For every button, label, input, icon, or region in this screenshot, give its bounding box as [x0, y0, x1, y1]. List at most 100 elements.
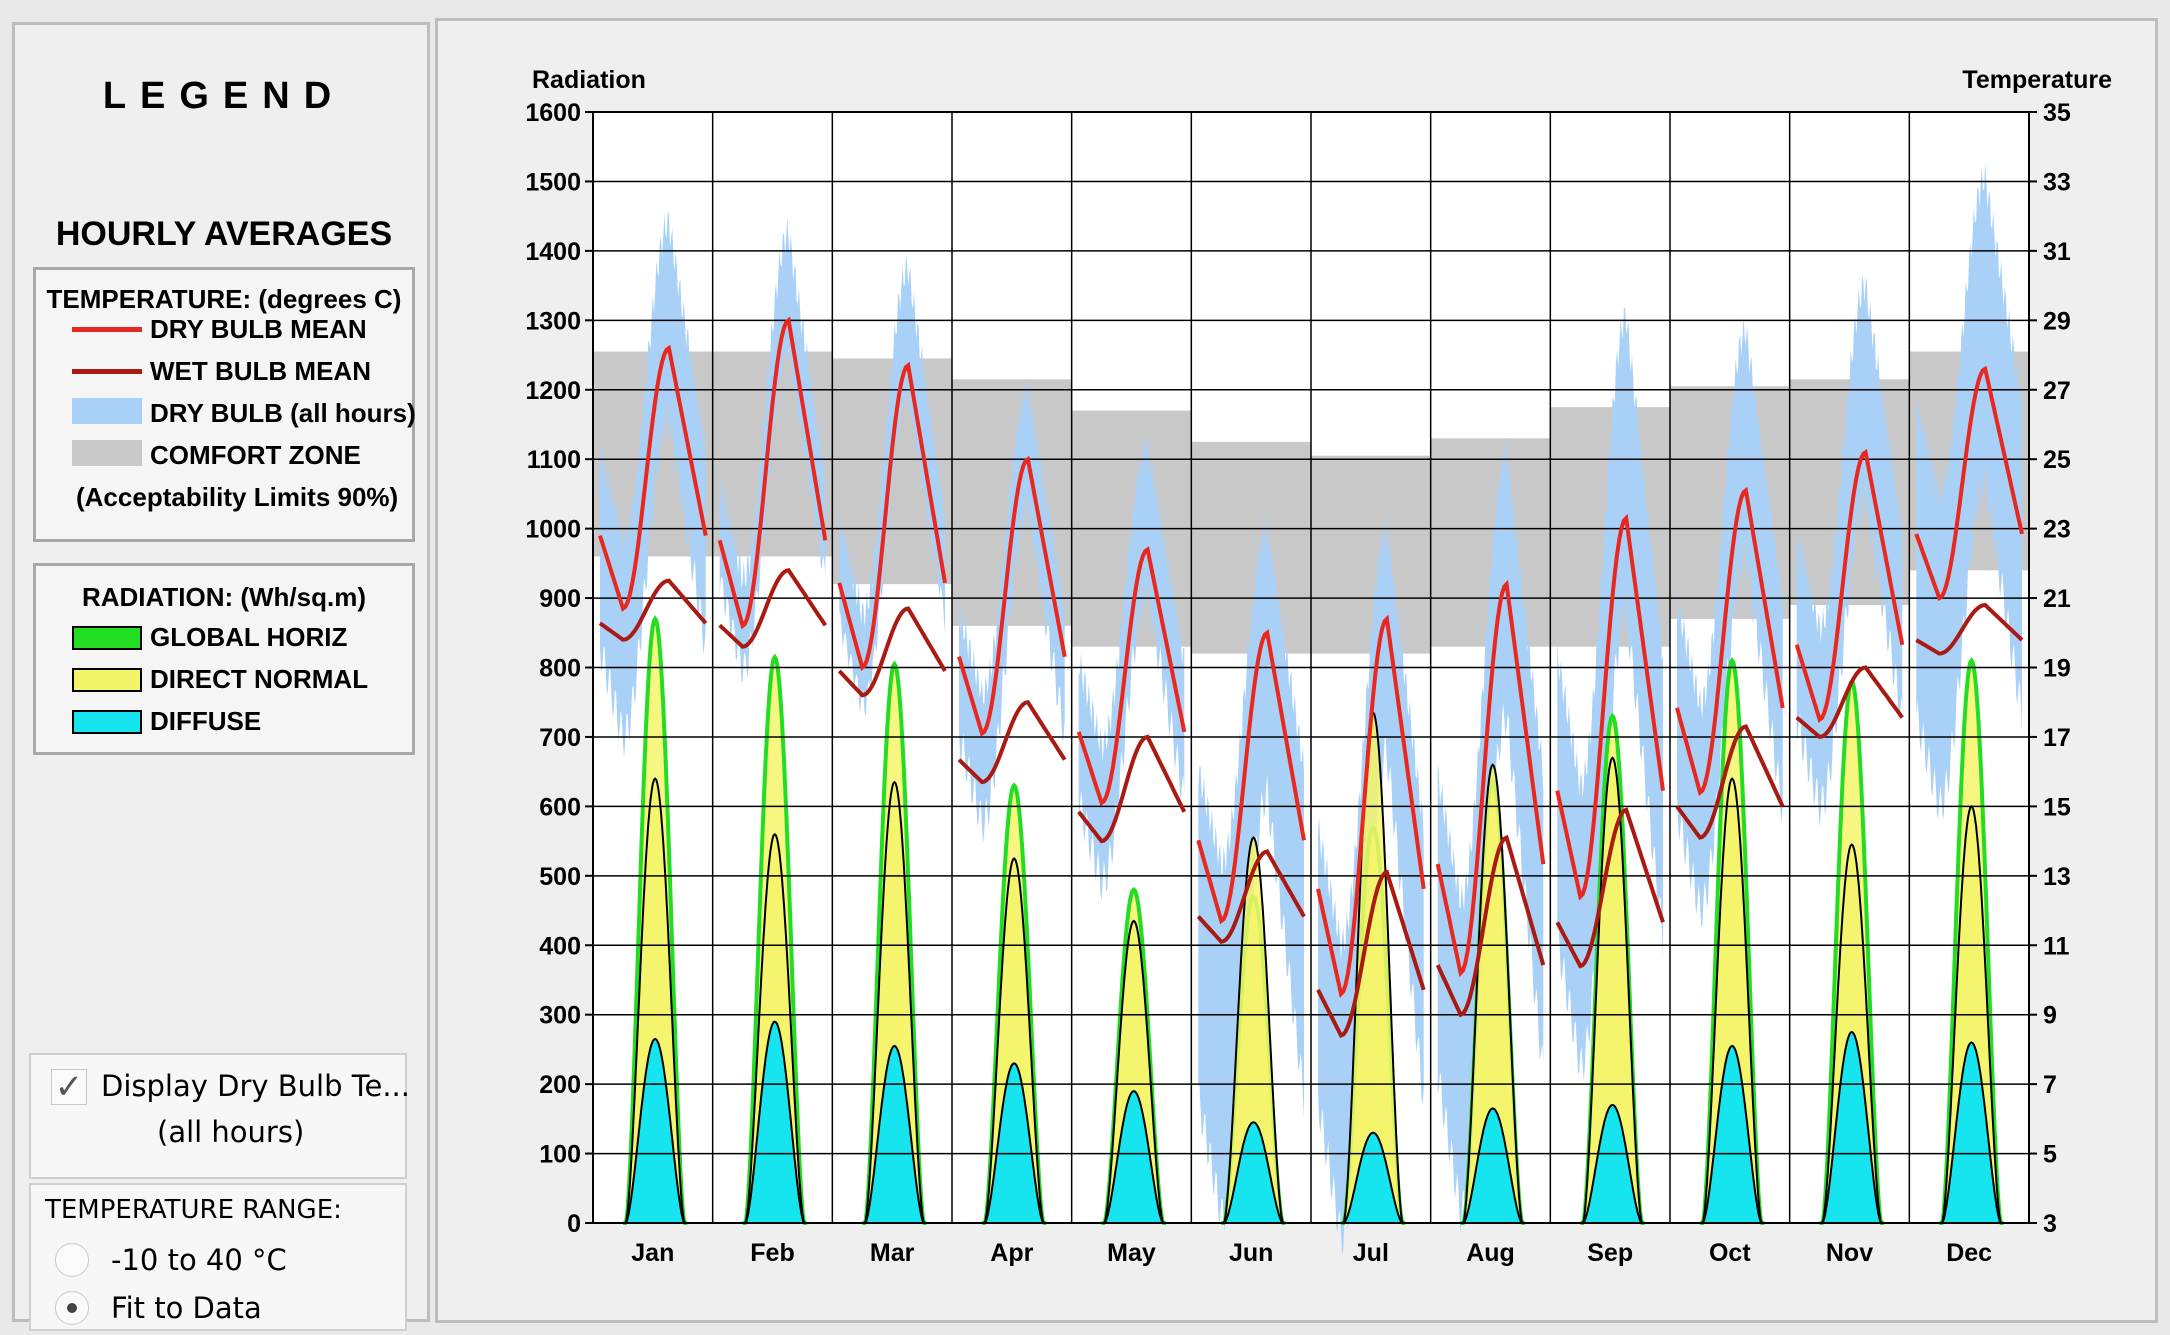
wet-bulb-mean-label: WET BULB MEAN [150, 356, 371, 386]
dry-bulb-mean-swatch [72, 327, 142, 332]
legend-panel: LEGEND HOURLY AVERAGES TEMPERATURE: (deg… [12, 22, 430, 1331]
dry-bulb-mean-line-feb [717, 316, 828, 630]
direct-normal-area-apr [982, 858, 1047, 1223]
left-tick-label: 100 [539, 1141, 581, 1169]
wet-bulb-mean-line-oct [1675, 724, 1785, 840]
direct-normal-line-jun [1221, 836, 1286, 1224]
wet-bulb-mean-line-apr [957, 699, 1067, 785]
diffuse-area-jul [1341, 1132, 1406, 1223]
right-tick-label: 27 [2043, 377, 2071, 405]
month-label-nov: Nov [1826, 1239, 1873, 1267]
diffuse-line-jul [1341, 1131, 1406, 1224]
right-tick-label: 3 [2043, 1210, 2057, 1238]
display-dry-bulb-checkbox[interactable]: ✓ [51, 1069, 87, 1105]
dry-bulb-band-mar [839, 255, 945, 718]
left-axis-title: Radiation [532, 66, 646, 94]
month-label-feb: Feb [750, 1239, 794, 1267]
dry-bulb-mean-line-sep [1555, 513, 1665, 901]
wet-bulb-mean-line-jul [1316, 869, 1426, 1039]
dry-bulb-band-may [1078, 433, 1185, 901]
wet-bulb-mean-line-feb [718, 568, 827, 649]
temperature-lines-layer [598, 316, 2024, 1039]
left-tick-label: 700 [539, 724, 581, 752]
display-dry-bulb-sublabel: (all hours) [157, 1115, 305, 1149]
month-label-sep: Sep [1587, 1239, 1633, 1267]
direct-normal-line-apr [982, 857, 1047, 1224]
diffuse-line-aug [1460, 1107, 1525, 1224]
diffuse-area-dec [1939, 1042, 2004, 1223]
global-horiz-line-jan [623, 615, 688, 1225]
month-label-mar: Mar [870, 1239, 915, 1267]
global-horiz-line-mar [862, 660, 927, 1225]
right-tick-label: 19 [2043, 655, 2071, 683]
range-option-fit-radio[interactable] [55, 1291, 89, 1325]
diffuse-area-nov [1819, 1032, 1884, 1223]
right-tick-label: 13 [2043, 863, 2071, 891]
right-tick-label: 7 [2043, 1071, 2057, 1099]
range-option-fixed-radio[interactable] [55, 1243, 89, 1277]
direct-normal-area-may [1101, 920, 1166, 1223]
dry-bulb-mean-line-oct [1675, 486, 1785, 797]
temperature-range-heading: TEMPERATURE RANGE: [45, 1195, 342, 1225]
diffuse-line-apr [982, 1062, 1047, 1224]
direct-normal-area-jun [1221, 837, 1286, 1223]
radiation-legend-box: RADIATION: (Wh/sq.m) GLOBAL HORIZ DIRECT… [33, 563, 415, 755]
month-label-aug: Aug [1466, 1239, 1515, 1267]
dry-bulb-mean-line-jun [1196, 629, 1306, 925]
dry-bulb-all-hours-label: DRY BULB (all hours) [150, 398, 416, 428]
left-tick-label: 500 [539, 863, 581, 891]
diffuse-line-sep [1580, 1103, 1645, 1224]
left-tick-label: 400 [539, 932, 581, 960]
range-option-fixed-label[interactable]: -10 to 40 °C [111, 1243, 287, 1277]
global-horiz-label: GLOBAL HORIZ [150, 622, 348, 652]
display-dry-bulb-control[interactable]: ✓ Display Dry Bulb Te... (all hours) [29, 1053, 410, 1179]
diffuse-line-jun [1221, 1121, 1286, 1224]
wet-bulb-mean-line-nov [1795, 665, 1904, 740]
direct-normal-line-feb [742, 832, 807, 1224]
month-label-jan: Jan [631, 1239, 674, 1267]
diffuse-swatch [72, 710, 142, 734]
display-dry-bulb-label: Display Dry Bulb Te... [101, 1069, 410, 1103]
right-tick-label: 21 [2043, 585, 2071, 613]
weather-chart: 0 100 200 300 400 500 600 700 800 900 1000 1100 1200… [525, 66, 2112, 1267]
left-tick-label: 600 [539, 793, 581, 821]
dry-bulb-band-dec [1916, 162, 2022, 821]
wet-bulb-mean-line-sep [1555, 807, 1665, 969]
global-horiz-line-oct [1700, 657, 1765, 1225]
left-tick-label: 0 [567, 1210, 581, 1238]
dry-bulb-band-jan [600, 210, 706, 758]
direct-normal-area-mar [862, 782, 927, 1223]
dry-bulb-mean-line-apr [957, 455, 1067, 737]
right-tick-label: 17 [2043, 724, 2071, 752]
right-tick-label: 23 [2043, 516, 2071, 544]
right-tick-label: 25 [2043, 446, 2071, 474]
diffuse-area-aug [1460, 1108, 1525, 1223]
right-tick-label: 11 [2043, 932, 2070, 960]
left-tick-label: 1500 [525, 168, 581, 196]
diffuse-area-oct [1700, 1045, 1765, 1223]
wet-bulb-mean-swatch [72, 369, 142, 374]
left-tick-label: 1100 [527, 446, 581, 474]
right-tick-label: 15 [2043, 793, 2071, 821]
diffuse-line-nov [1819, 1030, 1884, 1224]
direct-normal-area-sep [1580, 757, 1645, 1223]
range-option-fit-label[interactable]: Fit to Data [111, 1291, 262, 1325]
left-tick-label: 300 [539, 1002, 581, 1030]
dry-bulb-mean-line-may [1076, 546, 1187, 807]
dry-bulb-mean-line-dec [1914, 365, 2024, 602]
direct-normal-line-oct [1700, 777, 1765, 1224]
global-horiz-line-dec [1939, 657, 2004, 1225]
left-tick-label: 1200 [525, 377, 581, 405]
dry-bulb-mean-line-nov [1794, 448, 1905, 723]
diffuse-area-may [1101, 1091, 1166, 1223]
direct-normal-swatch [72, 668, 142, 692]
diffuse-area-jan [623, 1039, 688, 1223]
direct-normal-line-mar [862, 780, 927, 1224]
direct-normal-line-may [1101, 919, 1166, 1224]
right-tick-label: 29 [2043, 307, 2071, 335]
direct-normal-area-jul [1341, 712, 1406, 1223]
dry-bulb-mean-label: DRY BULB MEAN [150, 314, 367, 344]
direct-normal-line-nov [1819, 843, 1884, 1224]
acceptability-limits-note: (Acceptability Limits 90%) [76, 482, 399, 512]
left-tick-label: 1400 [525, 238, 581, 266]
